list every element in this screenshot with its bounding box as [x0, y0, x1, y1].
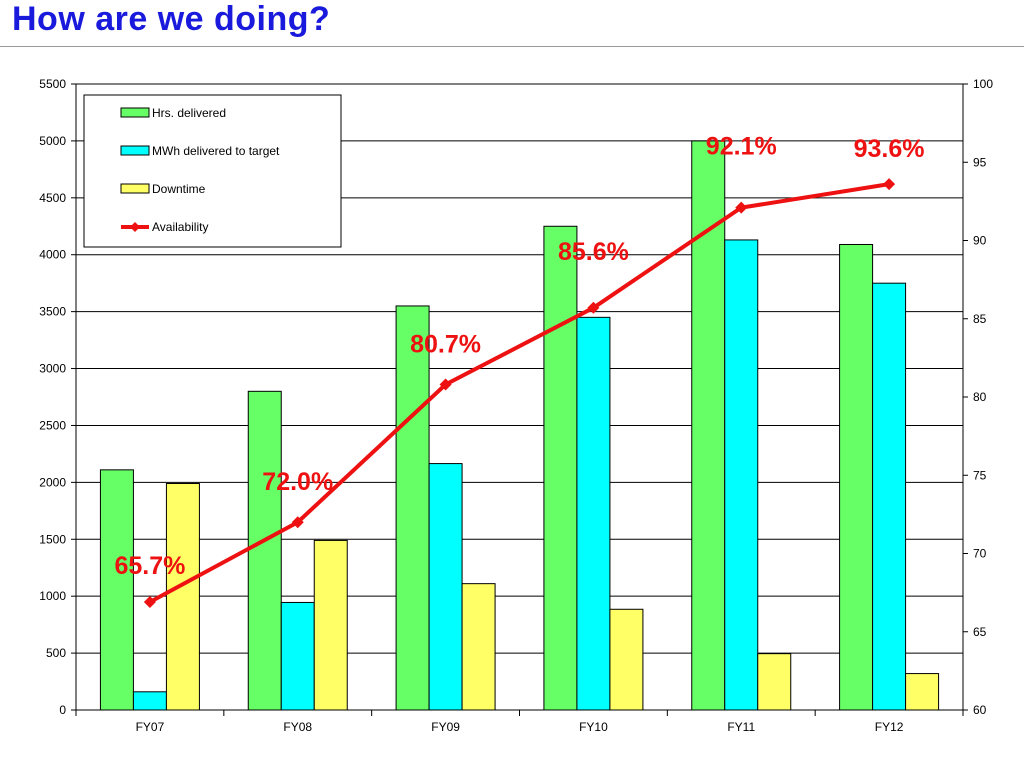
right-tick-label: 60 — [973, 703, 987, 717]
bar-downtime — [313, 539, 348, 711]
right-axis: 60 65 70 75 80 85 90 95 100 — [963, 77, 993, 717]
availability-line — [143, 178, 896, 609]
x-tick-label: FY10 — [579, 720, 608, 734]
bar-hrs-delivered — [247, 390, 282, 711]
left-tick-label: 4000 — [39, 248, 66, 262]
availability-data-label: 72.0% — [262, 468, 333, 496]
availability-point — [587, 301, 600, 314]
right-tick-label: 100 — [973, 77, 993, 91]
right-tick-label: 90 — [973, 234, 987, 248]
x-tick-label: FY08 — [283, 720, 312, 734]
availability-point — [143, 596, 156, 609]
legend-swatch-hrs-delivered — [120, 107, 150, 118]
legend-label: Downtime — [152, 182, 206, 196]
bar-hrs-delivered — [543, 225, 578, 711]
legend-box — [83, 94, 342, 248]
data-labels: 65.7% 72.0% 80.7% 85.6% 92.1% 93.6% — [114, 133, 924, 580]
right-tick-label: 85 — [973, 312, 987, 326]
bar-downtime — [165, 483, 200, 711]
bar-mwh-delivered — [872, 282, 907, 711]
left-tick-label: 1000 — [39, 589, 66, 603]
left-tick-label: 5000 — [39, 134, 66, 148]
x-tick-label: FY11 — [727, 720, 755, 734]
left-tick-label: 2500 — [39, 418, 66, 432]
x-tick-label: FY09 — [431, 720, 460, 734]
bar-downtime — [757, 653, 792, 711]
left-tick-label: 0 — [59, 703, 66, 717]
right-tick-label: 65 — [973, 625, 987, 639]
bar-hrs-delivered — [691, 140, 726, 711]
bar-mwh-delivered — [576, 316, 611, 711]
bar-hrs-delivered — [395, 305, 430, 711]
availability-series-line — [148, 182, 890, 604]
legend-marker-availability — [130, 222, 140, 232]
legend-label: MWh delivered to target — [152, 144, 280, 158]
left-tick-label: 500 — [46, 646, 66, 660]
legend-swatch-mwh-delivered — [120, 145, 150, 156]
legend: Hrs. delivered MWh delivered to target Dow… — [83, 94, 342, 248]
left-tick-label: 5500 — [39, 77, 66, 91]
left-tick-label: 3500 — [39, 305, 66, 319]
left-axis: 0 500 1000 1500 2000 2500 3000 3500 4000 4500 5000… — [39, 77, 76, 717]
title-divider — [0, 46, 1024, 47]
bar-mwh-delivered — [428, 463, 463, 711]
right-tick-label: 70 — [973, 547, 987, 561]
x-tick-label: FY07 — [136, 720, 165, 734]
page-title: How are we doing? — [12, 0, 331, 38]
right-tick-label: 75 — [973, 468, 987, 482]
bar-hrs-delivered — [99, 469, 134, 711]
availability-point — [735, 201, 748, 214]
availability-data-label: 85.6% — [558, 238, 629, 266]
availability-point — [439, 378, 452, 391]
legend-label: Availability — [152, 220, 208, 234]
bar-mwh-delivered — [724, 239, 759, 711]
bar-hrs-delivered — [839, 243, 874, 711]
bar-mwh-delivered — [132, 691, 167, 711]
x-axis: FY07 FY08 FY09 FY10 FY11 FY12 — [75, 710, 964, 734]
availability-data-label: 80.7% — [410, 330, 481, 358]
availability-data-label: 65.7% — [114, 552, 185, 580]
availability-point — [883, 178, 896, 191]
bar-downtime — [461, 583, 496, 711]
left-tick-label: 3000 — [39, 362, 66, 376]
bar-downtime — [905, 673, 940, 711]
x-tick-label: FY12 — [875, 720, 904, 734]
left-tick-label: 1500 — [39, 532, 66, 546]
left-tick-label: 4500 — [39, 191, 66, 205]
bar-downtime — [609, 608, 644, 711]
availability-data-label: 92.1% — [706, 133, 777, 161]
availability-data-label: 93.6% — [854, 135, 925, 163]
right-tick-label: 80 — [973, 390, 987, 404]
right-tick-label: 95 — [973, 155, 987, 169]
bar-mwh-delivered — [280, 601, 315, 711]
bar-series — [99, 140, 940, 711]
legend-label: Hrs. delivered — [152, 106, 226, 120]
availability-point — [291, 516, 304, 529]
legend-swatch-downtime — [120, 183, 150, 194]
left-tick-label: 2000 — [39, 475, 66, 489]
